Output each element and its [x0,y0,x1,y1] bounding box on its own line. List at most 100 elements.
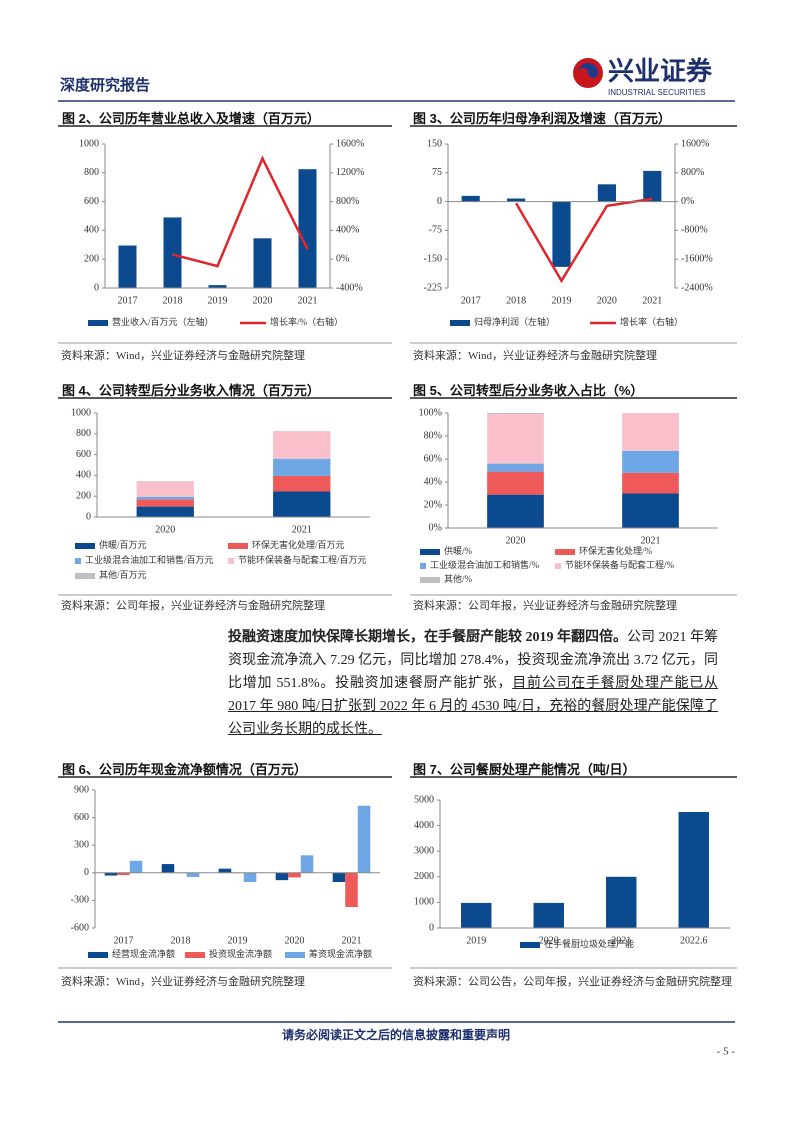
y-tick-label: 4000 [414,820,434,831]
legend-swatch [185,952,205,958]
x-tick-label: 2020 [506,535,526,546]
bar [345,872,358,908]
bar-segment [622,472,679,494]
y-tick-label: 800 [76,428,91,439]
legend-swatch [75,558,81,564]
legend-swatch [285,952,305,958]
x-tick-label: 2017 [118,295,138,306]
bar [298,169,317,288]
bar-segment [622,413,679,451]
y-tick-label: 0 [94,282,99,293]
legend-label: 经营现金流净额 [112,948,175,959]
logo-swirl [578,63,598,78]
y-tick-label: 100% [419,407,442,418]
y2-tick-label: -1600% [681,253,713,264]
bar [597,184,616,202]
figure-source: 资料来源：公司年报，兴业证券经济与金融研究院整理 [61,600,325,612]
legend-swatch [88,320,108,326]
bar [507,198,526,202]
legend-label: 环保无害化处理/百万元 [252,539,345,550]
legend-label: 营业收入/百万元（左轴） [112,316,214,327]
legend-label: 工业级混合油加工和销售/% [430,559,540,570]
legend-swatch [75,543,95,549]
y-tick-label: 3000 [414,845,434,856]
paragraph-body: 公司 2021 年筹资现金流净流入 7.29 亿元，同比增加 278.4%，投资… [228,630,718,691]
y-tick-label: 0 [86,511,91,522]
legend-swatch [420,577,440,583]
legend-swatch [228,558,234,564]
y-tick-label: -300 [71,895,89,906]
y2-tick-label: 1600% [681,138,709,149]
bar-segment [136,506,194,517]
line [515,197,653,284]
x-tick-label: 2021 [641,535,661,546]
bar [643,170,662,202]
bar [678,812,709,928]
bar [163,217,182,288]
bar-segment [622,493,679,528]
legend-label: 其他/百万元 [99,569,147,580]
disclaimer: 请务必阅读正文之后的信息披露和重要声明 [282,1027,510,1042]
bar-segment [273,475,331,492]
y-tick-label: 200 [84,253,99,264]
x-tick-label: 2020 [539,935,559,946]
y-tick-label: 150 [427,138,442,149]
bar-segment [273,458,331,476]
x-tick-label: 2017 [461,295,481,306]
bar [129,860,143,873]
x-tick-label: 2021 [292,524,312,535]
line [172,155,309,268]
x-tick-label: 2021 [611,935,631,946]
legend-swatch [88,952,108,958]
y-tick-label: 80% [424,430,442,441]
logo-en: INDUSTRIAL SECURITIES [608,88,706,97]
x-tick-label: 2021 [642,295,662,306]
bar [461,195,480,202]
y-tick-label: 0% [429,522,442,533]
bar [606,876,637,928]
paragraph: 投融资速度加快保障长期增长，在手餐厨产能较 2019 年翻四倍。公司 2021 … [228,626,718,741]
x-tick-label: 2019 [228,935,248,946]
bar [161,864,175,873]
figure-source: 资料来源：公司公告，公司年报，兴业证券经济与金融研究院整理 [413,976,732,988]
y-tick-label: 20% [424,499,442,510]
y2-tick-label: 1600% [336,138,364,149]
y2-tick-label: 0% [681,196,694,207]
y2-tick-label: 800% [681,167,704,178]
bar [533,902,564,928]
legend-label: 供暖/百万元 [99,539,147,550]
bar [300,855,314,873]
x-tick-label: 2018 [506,295,526,306]
y-tick-label: 0 [84,867,89,878]
bar-segment [487,463,544,472]
y-tick-label: 400 [76,470,91,481]
y-tick-label: 200 [76,490,91,501]
legend-swatch [75,573,95,579]
paragraph-lead: 投融资速度加快保障长期增长，在手餐厨产能较 2019 年翻四倍。 [228,630,627,645]
bar-segment [136,499,194,507]
x-tick-label: 2021 [342,935,362,946]
x-tick-label: 2017 [114,935,134,946]
x-tick-label: 2020 [155,524,175,535]
figure-title: 图 4、公司转型后分业务收入情况（百万元） [62,383,320,398]
bar [186,872,200,877]
y-tick-label: 0 [429,922,434,933]
y2-tick-label: -800% [681,225,708,236]
bar-segment [273,491,331,517]
y-tick-label: 40% [424,476,442,487]
figure-title: 图 3、公司历年归母净利润及增速（百万元） [413,111,671,126]
x-tick-label: 2020 [597,295,617,306]
y2-tick-label: -2400% [681,282,713,293]
y2-tick-label: -400% [336,282,363,293]
figure-title: 图 6、公司历年现金流净额情况（百万元） [62,762,307,777]
y-tick-label: 60% [424,453,442,464]
y2-tick-label: 1200% [336,167,364,178]
bar-segment [136,481,194,497]
y-tick-label: 1000 [79,138,99,149]
bar [275,872,289,881]
legend-swatch [450,320,470,326]
legend-label: 节能环保装备与配套工程/% [565,559,675,570]
y-tick-label: 900 [74,784,89,795]
